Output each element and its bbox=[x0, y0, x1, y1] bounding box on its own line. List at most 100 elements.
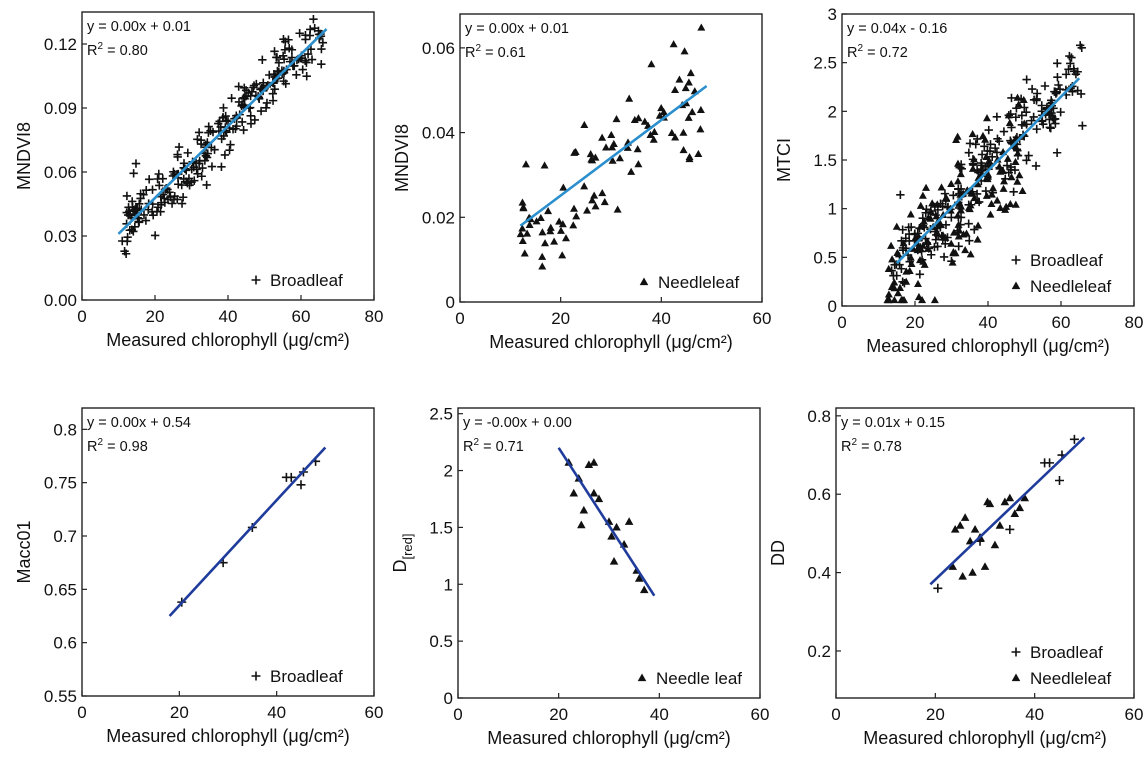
data-point bbox=[932, 228, 941, 236]
r-squared: R2 = 0.78 bbox=[841, 437, 902, 455]
data-point bbox=[225, 146, 234, 155]
data-point bbox=[684, 78, 693, 86]
data-point bbox=[968, 130, 977, 138]
legend-marker bbox=[1011, 673, 1021, 682]
y-tick-label: 0.7 bbox=[53, 527, 77, 546]
data-point bbox=[1004, 111, 1013, 119]
data-point bbox=[696, 125, 705, 133]
data-point bbox=[239, 93, 248, 103]
data-point bbox=[538, 262, 547, 270]
chart-panel-6: 0 20 40 60 0.2 0.4 0.6 0.8 Measured chlorophyll … bbox=[768, 407, 1143, 748]
data-point bbox=[570, 148, 579, 156]
data-point bbox=[961, 246, 970, 254]
x-tick-label: 40 bbox=[219, 307, 238, 326]
data-point bbox=[973, 180, 982, 188]
y-tick-label: 0.8 bbox=[53, 420, 77, 439]
data-point bbox=[298, 65, 307, 74]
data-point bbox=[919, 241, 928, 249]
data-point bbox=[928, 199, 937, 207]
data-point bbox=[122, 191, 132, 201]
data-point bbox=[270, 84, 279, 94]
data-point bbox=[889, 271, 898, 280]
data-point bbox=[222, 128, 231, 137]
data-point bbox=[671, 85, 680, 93]
legend-marker bbox=[1011, 647, 1021, 657]
data-point bbox=[258, 55, 267, 65]
data-point bbox=[217, 134, 226, 144]
data-point bbox=[949, 191, 958, 200]
data-point bbox=[954, 184, 963, 193]
data-point bbox=[281, 79, 290, 88]
data-point bbox=[216, 122, 225, 132]
data-point bbox=[518, 236, 527, 245]
data-point bbox=[916, 201, 925, 209]
x-axis-label: Measured chlorophyll (μg/cm²) bbox=[106, 726, 349, 746]
regression-equation: y = -0.00x + 0.00 bbox=[463, 415, 572, 431]
data-point bbox=[1068, 87, 1077, 96]
data-point bbox=[977, 150, 987, 159]
data-point bbox=[905, 236, 914, 246]
data-point bbox=[696, 105, 705, 113]
data-point bbox=[989, 184, 998, 192]
y-axis-label: MNDVI8 bbox=[14, 122, 34, 190]
data-point bbox=[173, 195, 182, 204]
y-tick-label: 2.5 bbox=[429, 405, 453, 424]
data-point bbox=[135, 199, 144, 208]
data-point bbox=[922, 183, 931, 191]
data-point bbox=[572, 212, 581, 220]
data-point bbox=[249, 81, 259, 90]
regression-line bbox=[117, 28, 328, 235]
data-point bbox=[129, 169, 138, 178]
x-tick-label: 0 bbox=[453, 705, 462, 724]
data-point bbox=[973, 235, 982, 243]
x-tick-label: 40 bbox=[979, 313, 998, 332]
data-point bbox=[907, 259, 916, 268]
data-point bbox=[1027, 116, 1036, 125]
data-point bbox=[261, 103, 271, 113]
data-point bbox=[317, 44, 326, 54]
data-point bbox=[1005, 493, 1015, 502]
data-point bbox=[1003, 154, 1012, 162]
y-axis-label-subscript: [red] bbox=[400, 533, 415, 559]
data-point bbox=[894, 289, 903, 297]
data-point bbox=[685, 153, 694, 161]
plot-frame bbox=[835, 407, 1135, 699]
data-point bbox=[302, 72, 311, 81]
r-squared: R2 = 0.80 bbox=[87, 41, 148, 59]
data-point bbox=[588, 196, 597, 204]
x-tick-label: 0 bbox=[455, 309, 464, 328]
data-point bbox=[922, 205, 931, 214]
y-axis-label: D[red] bbox=[390, 533, 415, 572]
r-squared-exponent: 2 bbox=[475, 43, 481, 54]
chart-panel-1: 0 20 40 60 80 0.00 0.03 0.06 0.09 0.12 Measured ch… bbox=[14, 11, 384, 350]
x-tick-label: 20 bbox=[551, 309, 570, 328]
x-tick-label: 80 bbox=[365, 307, 384, 326]
r-squared-exponent: 2 bbox=[473, 437, 479, 448]
r-squared-value: = 0.72 bbox=[863, 45, 908, 61]
data-point bbox=[885, 295, 894, 304]
data-point bbox=[681, 83, 690, 92]
x-tick-label: 60 bbox=[292, 307, 311, 326]
data-point bbox=[1064, 65, 1073, 74]
plot-frame bbox=[81, 407, 375, 697]
data-point bbox=[965, 536, 975, 545]
data-point bbox=[965, 236, 974, 245]
data-point bbox=[893, 248, 902, 256]
data-point bbox=[971, 140, 980, 149]
data-point bbox=[281, 37, 290, 46]
x-tick-label: 20 bbox=[146, 307, 165, 326]
data-point bbox=[1011, 113, 1021, 122]
data-point bbox=[977, 161, 987, 170]
data-point bbox=[268, 96, 278, 105]
data-point bbox=[1078, 121, 1087, 130]
data-point bbox=[239, 125, 248, 135]
data-point bbox=[1018, 186, 1027, 195]
data-point bbox=[518, 224, 527, 232]
data-point bbox=[987, 152, 997, 161]
data-point bbox=[154, 169, 163, 179]
x-tick-label: 20 bbox=[906, 313, 925, 332]
data-point bbox=[1069, 67, 1079, 76]
chart-panel-2: 0 20 40 60 0 0.02 0.04 0.06 Measured chlorophyll… bbox=[392, 13, 771, 352]
data-point bbox=[589, 458, 599, 466]
regression-equation: y = 0.01x + 0.15 bbox=[841, 415, 945, 431]
